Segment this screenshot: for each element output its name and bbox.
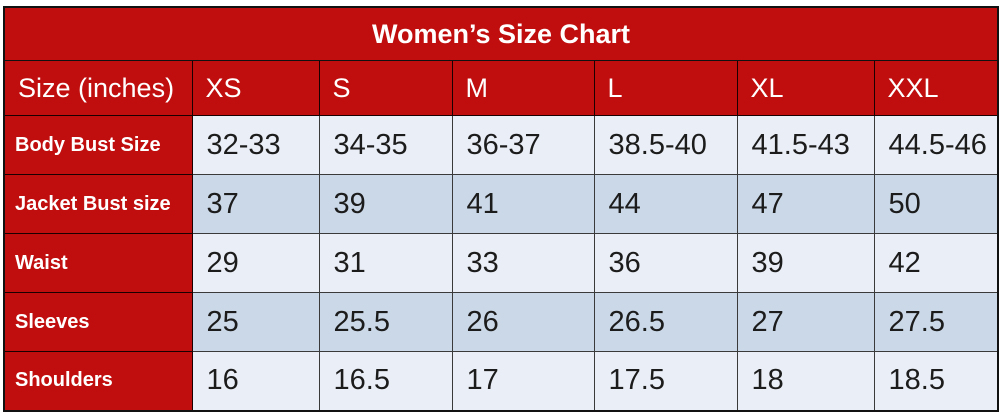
header-cell-xs: XS <box>191 60 320 116</box>
row-label: Sleeves <box>3 292 193 352</box>
size-value-cell: 27.5 <box>873 292 999 352</box>
size-value-cell: 41 <box>451 174 595 234</box>
size-value-cell: 37 <box>191 174 320 234</box>
size-value-cell: 26.5 <box>593 292 738 352</box>
size-value-cell: 36-37 <box>451 115 595 175</box>
header-cell-size-inches: Size (inches) <box>3 60 193 116</box>
table-row-shoulders: Shoulders 16 16.5 17 17.5 18 18.5 <box>3 351 999 411</box>
size-value-cell: 17 <box>451 351 595 411</box>
size-value-cell: 42 <box>873 233 999 293</box>
size-value-cell: 47 <box>736 174 875 234</box>
header-cell-xxl: XXL <box>873 60 999 116</box>
table-row-jacket-bust: Jacket Bust size 37 39 41 44 47 50 <box>3 174 999 234</box>
header-cell-l: L <box>593 60 738 116</box>
size-value-cell: 36 <box>593 233 738 293</box>
size-value-cell: 33 <box>451 233 595 293</box>
size-value-cell: 44.5-46 <box>873 115 999 175</box>
size-value-cell: 31 <box>318 233 453 293</box>
header-cell-xl: XL <box>736 60 875 116</box>
size-value-cell: 29 <box>191 233 320 293</box>
size-chart-container: Women’s Size Chart Size (inches) XS S M … <box>3 6 999 412</box>
title-row: Women’s Size Chart <box>3 6 999 61</box>
size-value-cell: 25.5 <box>318 292 453 352</box>
size-value-cell: 32-33 <box>191 115 320 175</box>
size-value-cell: 41.5-43 <box>736 115 875 175</box>
size-value-cell: 26 <box>451 292 595 352</box>
size-value-cell: 25 <box>191 292 320 352</box>
size-value-cell: 27 <box>736 292 875 352</box>
table-row-sleeves: Sleeves 25 25.5 26 26.5 27 27.5 <box>3 292 999 352</box>
size-chart-table: Women’s Size Chart Size (inches) XS S M … <box>3 6 999 412</box>
size-value-cell: 39 <box>318 174 453 234</box>
size-value-cell: 38.5-40 <box>593 115 738 175</box>
chart-title: Women’s Size Chart <box>3 6 999 61</box>
table-row-body-bust: Body Bust Size 32-33 34-35 36-37 38.5-40… <box>3 115 999 175</box>
row-label: Jacket Bust size <box>3 174 193 234</box>
size-value-cell: 18 <box>736 351 875 411</box>
row-label: Waist <box>3 233 193 293</box>
row-label: Shoulders <box>3 351 193 411</box>
header-cell-s: S <box>318 60 453 116</box>
size-value-cell: 50 <box>873 174 999 234</box>
size-value-cell: 17.5 <box>593 351 738 411</box>
table-row-waist: Waist 29 31 33 36 39 42 <box>3 233 999 293</box>
size-value-cell: 16.5 <box>318 351 453 411</box>
size-value-cell: 16 <box>191 351 320 411</box>
size-value-cell: 34-35 <box>318 115 453 175</box>
header-cell-m: M <box>451 60 595 116</box>
header-row: Size (inches) XS S M L XL XXL <box>3 60 999 116</box>
size-value-cell: 44 <box>593 174 738 234</box>
row-label: Body Bust Size <box>3 115 193 175</box>
size-value-cell: 39 <box>736 233 875 293</box>
size-value-cell: 18.5 <box>873 351 999 411</box>
